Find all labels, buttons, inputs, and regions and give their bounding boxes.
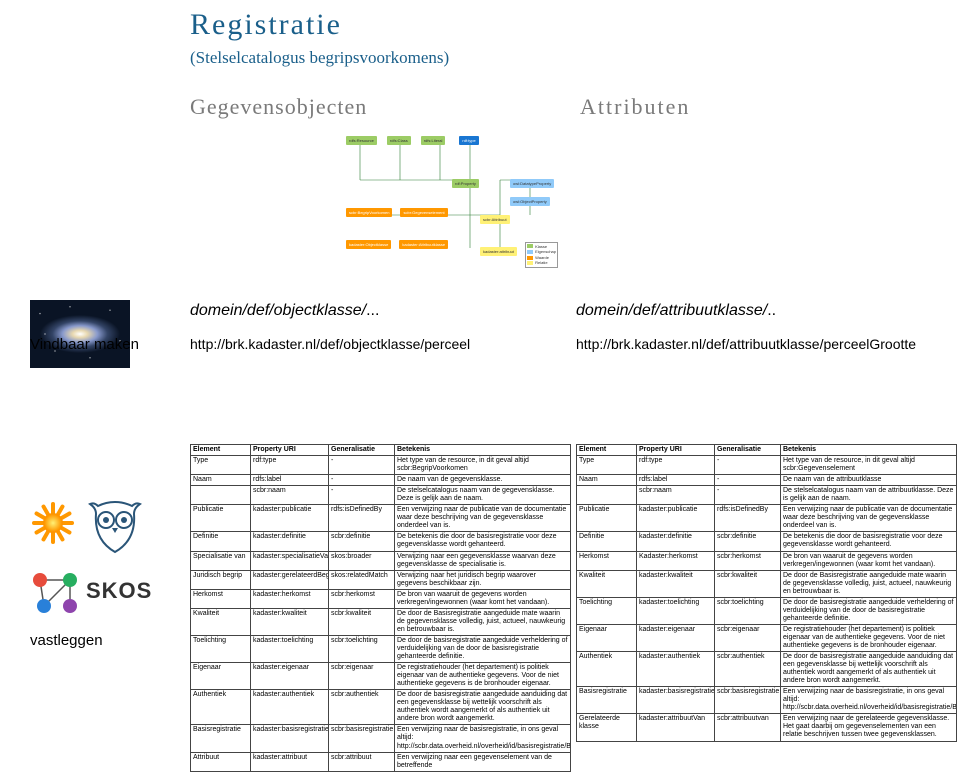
galaxy-image bbox=[30, 300, 130, 368]
table-row: Basisregistratiekadaster:basisregistrati… bbox=[191, 725, 571, 752]
table-row: Publicatiekadaster:publicatierdfs:isDefi… bbox=[191, 505, 571, 532]
table-row: Kwaliteitkadaster:kwaliteitscbr:kwalitei… bbox=[577, 570, 957, 597]
column-header: Generalisatie bbox=[715, 445, 781, 456]
column-header: Betekenis bbox=[781, 445, 957, 456]
table-row: Kwaliteitkadaster:kwaliteitscbr:kwalitei… bbox=[191, 608, 571, 635]
table-row: Eigenaarkadaster:eigenaarscbr:eigenaarDe… bbox=[577, 624, 957, 651]
table-row: Juridisch begripkadaster:gerelateerdBegr… bbox=[191, 570, 571, 589]
table-row: Publicatiekadaster:publicatierdfs:isDefi… bbox=[577, 505, 957, 532]
table-row: Naamrdfs:label-De naam van de gegevenskl… bbox=[191, 475, 571, 486]
table-row: Authentiekkadaster:authentiekscbr:authen… bbox=[577, 652, 957, 687]
sun-icon bbox=[30, 500, 76, 546]
table-row: Definitiekadaster:definitiescbr:definiti… bbox=[191, 532, 571, 551]
table-row: Authentiekkadaster:authentiekscbr:authen… bbox=[191, 690, 571, 725]
table-row: Basisregistratiekadaster:basisregistrati… bbox=[577, 687, 957, 714]
logos-block: SKOS bbox=[30, 500, 170, 650]
def-attribuutklasse: domein/def/attribuutklasse/.. bbox=[576, 302, 776, 320]
table-row: Typerdf:type-Het type van de resource, i… bbox=[577, 456, 957, 475]
table-row: Toelichtingkadaster:toelichtingscbr:toel… bbox=[191, 635, 571, 662]
metadata-table-left: ElementProperty URIGeneralisatieBetekeni… bbox=[190, 444, 571, 772]
table-row: HerkomstKadaster:herkomstscbr:herkomstDe… bbox=[577, 551, 957, 570]
label-vindbaar: Vindbaar maken bbox=[30, 336, 139, 353]
rdf-diagram: rdfs:Resource rdfs:Class rdfs:Literal rd… bbox=[340, 130, 560, 270]
table-row: Eigenaarkadaster:eigenaarscbr:eigenaarDe… bbox=[191, 663, 571, 690]
column-header-left: Gegevensobjecten bbox=[190, 94, 367, 120]
table-row: scbr:naam-De stelselcatalogus naam van d… bbox=[577, 486, 957, 505]
column-header: Element bbox=[191, 445, 251, 456]
column-header-right: Attributen bbox=[580, 94, 690, 120]
table-row: scbr:naam-De stelselcatalogus naam van d… bbox=[191, 486, 571, 505]
table-row: Attribuutkadaster:attribuutscbr:attribuu… bbox=[191, 752, 571, 771]
def-objectklasse: domein/def/objectklasse/... bbox=[190, 302, 379, 320]
table-row: Naamrdfs:label-De naam van de attribuutk… bbox=[577, 475, 957, 486]
column-header: Element bbox=[577, 445, 637, 456]
url-attribuutklasse: http://brk.kadaster.nl/def/attribuutklas… bbox=[576, 336, 916, 352]
table-row: Typerdf:type-Het type van de resource, i… bbox=[191, 456, 571, 475]
diagram-legend: Klasse Eigenschap Waarde Relatie bbox=[525, 242, 558, 268]
page-subtitle: (Stelselcatalogus begripsvoorkomens) bbox=[190, 48, 449, 68]
column-header: Betekenis bbox=[395, 445, 571, 456]
table-row: Specialisatie vankadaster:specialisatieV… bbox=[191, 551, 571, 570]
column-header: Property URI bbox=[637, 445, 715, 456]
column-header: Generalisatie bbox=[329, 445, 395, 456]
skos-logo-text: SKOS bbox=[86, 578, 152, 604]
page-title: Registratie bbox=[190, 8, 342, 42]
network-icon bbox=[30, 570, 80, 616]
metadata-table-right: ElementProperty URIGeneralisatieBetekeni… bbox=[576, 444, 957, 742]
table-row: Herkomstkadaster:herkomstscbr:herkomstDe… bbox=[191, 589, 571, 608]
table-row: Gerelateerde klassekadaster:attribuutVan… bbox=[577, 714, 957, 741]
column-header: Property URI bbox=[251, 445, 329, 456]
owl-icon bbox=[86, 500, 144, 558]
table-row: Definitiekadaster:definitiescbr:definiti… bbox=[577, 532, 957, 551]
url-objectklasse: http://brk.kadaster.nl/def/objectklasse/… bbox=[190, 336, 470, 352]
table-row: Toelichtingkadaster:toelichtingscbr:toel… bbox=[577, 597, 957, 624]
